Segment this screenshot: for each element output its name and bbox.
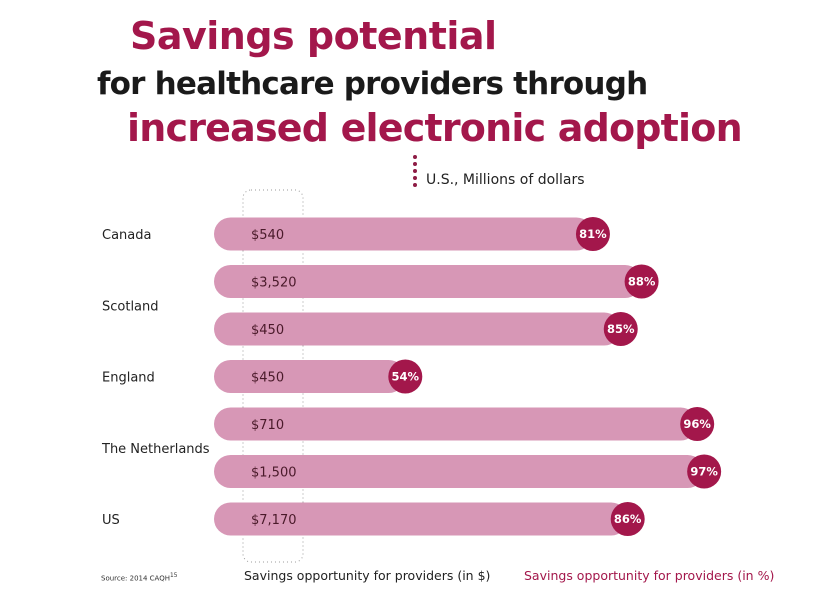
legend-dollar: Savings opportunity for providers (in $) <box>244 568 491 583</box>
pct-label-5: 97% <box>690 465 718 479</box>
bar-0 <box>214 217 593 251</box>
source-note: Source: 2014 CAQH15 <box>101 573 177 582</box>
bar-3 <box>214 360 406 393</box>
bar-4 <box>214 407 698 441</box>
country-label-4: US <box>102 513 120 528</box>
dollar-label-3: $450 <box>251 371 284 386</box>
country-label-1: Scotland <box>102 299 159 314</box>
pct-marker-3 <box>388 359 423 394</box>
country-label-2: England <box>102 371 155 386</box>
source-text: Source: 2014 CAQH <box>101 574 170 583</box>
chart-title-line2: for healthcare providers through <box>97 66 648 102</box>
bar-6 <box>214 502 628 536</box>
bar-2 <box>214 312 621 346</box>
dollar-label-4: $710 <box>251 418 284 433</box>
dollar-label-2: $450 <box>251 323 284 338</box>
units-dots-decoration <box>413 155 418 190</box>
pct-label-1: 88% <box>628 275 656 289</box>
dollar-label-5: $1,500 <box>251 466 297 481</box>
pct-label-4: 96% <box>683 417 711 431</box>
chart-title-line1: Savings potential <box>130 14 497 58</box>
dollar-label-0: $540 <box>251 228 284 243</box>
pct-marker-1 <box>624 264 659 299</box>
legend-percent: Savings opportunity for providers (in %) <box>524 568 775 583</box>
pct-label-2: 85% <box>607 322 635 336</box>
pct-marker-0 <box>575 217 610 251</box>
pct-marker-4 <box>680 407 715 441</box>
source-footnote: 15 <box>170 573 178 579</box>
units-label: U.S., Millions of dollars <box>426 172 585 188</box>
pct-marker-6 <box>610 502 645 536</box>
country-label-3: The Netherlands <box>101 442 210 457</box>
bar-1 <box>214 265 642 298</box>
pct-label-0: 81% <box>579 227 607 241</box>
pct-label-3: 54% <box>392 370 420 384</box>
bar-5 <box>214 455 705 488</box>
country-label-0: Canada <box>102 228 151 243</box>
dollar-label-6: $7,170 <box>251 513 297 528</box>
chart-title-line3: increased electronic adoption <box>127 106 743 150</box>
dollar-label-1: $3,520 <box>251 276 297 291</box>
pct-marker-5 <box>687 454 722 489</box>
pct-marker-2 <box>603 312 638 346</box>
pct-label-6: 86% <box>614 512 642 526</box>
